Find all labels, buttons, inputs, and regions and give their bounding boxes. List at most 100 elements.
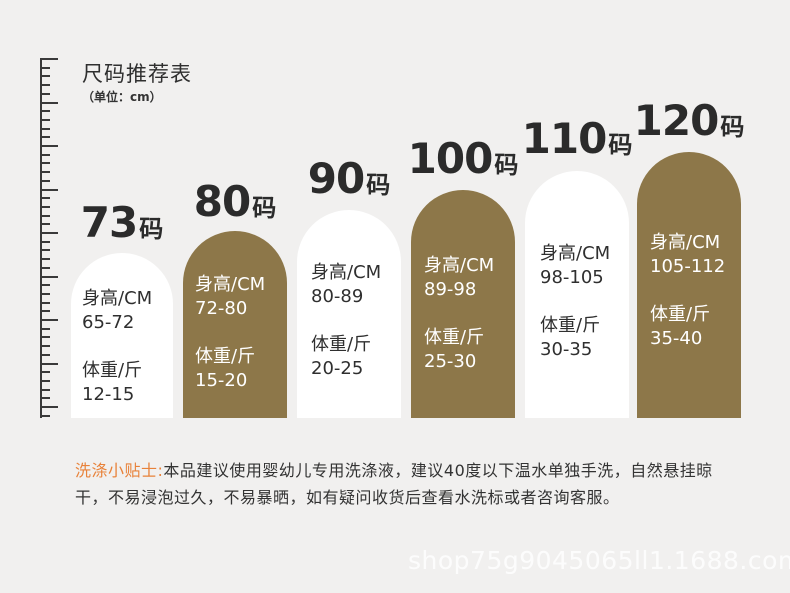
size-info-110: 身高/CM 98-105 体重/斤 30-35 — [540, 242, 610, 362]
weight-value: 25-30 — [424, 351, 477, 372]
ruler-tick — [40, 179, 50, 182]
size-column-73 — [71, 253, 173, 418]
ruler-tick — [40, 240, 50, 243]
size-label-100: 100码 — [405, 134, 521, 183]
ruler-tick — [40, 310, 50, 313]
ruler-tick — [40, 101, 58, 104]
ruler-tick — [40, 301, 50, 304]
height-value: 65-72 — [82, 312, 135, 333]
weight-label: 体重/斤 — [424, 327, 485, 348]
size-info-120: 身高/CM 105-112 体重/斤 35-40 — [650, 231, 725, 351]
height-label: 身高/CM — [540, 243, 611, 264]
ruler-tick — [40, 353, 50, 356]
size-number: 110 — [521, 114, 608, 163]
ruler-tick — [40, 336, 50, 339]
ruler-tick — [40, 371, 50, 374]
unit-note: （单位：cm） — [82, 90, 162, 104]
ruler-tick — [40, 327, 50, 330]
ruler-tick — [40, 84, 50, 87]
ruler-tick — [40, 406, 58, 408]
size-suffix: 码 — [252, 194, 277, 222]
size-suffix: 码 — [608, 131, 633, 159]
weight-value: 30-35 — [540, 339, 593, 360]
ruler-tick — [40, 110, 50, 113]
ruler-tick — [40, 345, 50, 348]
size-label-90: 90码 — [297, 154, 401, 203]
size-number: 80 — [193, 177, 251, 226]
weight-label: 体重/斤 — [82, 360, 143, 381]
tips-heading: 洗涤小贴士: — [75, 461, 164, 480]
ruler-tick — [40, 362, 58, 365]
height-label: 身高/CM — [650, 232, 721, 253]
ruler-tick — [40, 284, 50, 287]
size-suffix: 码 — [720, 113, 745, 141]
ruler-tick — [40, 292, 50, 295]
ruler-tick — [40, 232, 58, 234]
ruler-tick — [40, 275, 58, 278]
weight-label: 体重/斤 — [195, 346, 256, 367]
size-column-90 — [297, 210, 401, 418]
size-suffix: 码 — [494, 151, 519, 179]
weight-value: 20-25 — [311, 358, 364, 379]
size-label-120: 120码 — [631, 96, 747, 145]
height-value: 105-112 — [650, 256, 726, 277]
ruler-tick — [40, 214, 50, 217]
ruler-line — [40, 58, 42, 418]
ruler-tick — [40, 188, 58, 191]
size-info-100: 身高/CM 89-98 体重/斤 25-30 — [424, 254, 494, 374]
weight-value: 35-40 — [650, 328, 703, 349]
weight-label: 体重/斤 — [650, 304, 711, 325]
ruler-tick — [40, 162, 50, 165]
shop-watermark: shop75g9045065ll1.1688.com — [408, 546, 790, 575]
size-info-90: 身高/CM 80-89 体重/斤 20-25 — [311, 261, 381, 381]
size-label-110: 110码 — [519, 114, 635, 163]
ruler-tick — [40, 197, 50, 200]
size-number: 120 — [633, 96, 720, 145]
size-suffix: 码 — [139, 215, 164, 243]
ruler-tick — [40, 388, 50, 391]
height-value: 98-105 — [540, 267, 604, 288]
ruler-tick — [40, 414, 50, 417]
ruler-tick — [40, 136, 50, 139]
size-info-80: 身高/CM 72-80 体重/斤 15-20 — [195, 273, 265, 393]
height-value: 80-89 — [311, 286, 364, 307]
ruler-tick — [40, 205, 50, 208]
size-label-73: 73码 — [71, 198, 173, 247]
ruler-tick — [40, 258, 50, 261]
size-column-110 — [525, 171, 629, 418]
ruler-tick — [40, 153, 50, 156]
ruler-tick — [40, 92, 50, 95]
height-value: 72-80 — [195, 298, 248, 319]
size-number: 73 — [80, 198, 138, 247]
weight-value: 12-15 — [82, 384, 135, 405]
size-number: 90 — [307, 154, 365, 203]
ruler-tick — [40, 223, 50, 226]
ruler-tick — [40, 75, 50, 78]
height-label: 身高/CM — [195, 274, 266, 295]
weight-label: 体重/斤 — [311, 334, 372, 355]
ruler-tick — [40, 266, 50, 269]
size-column-120 — [637, 152, 741, 418]
height-value: 89-98 — [424, 279, 477, 300]
ruler-tick — [40, 319, 58, 321]
size-label-80: 80码 — [183, 177, 287, 226]
ruler-tick — [40, 397, 50, 400]
height-label: 身高/CM — [82, 288, 153, 309]
washing-tips: 洗涤小贴士:本品建议使用婴幼儿专用洗涤液，建议40度以下温水单独手洗，自然悬挂晾… — [75, 457, 735, 511]
size-info-73: 身高/CM 65-72 体重/斤 12-15 — [82, 287, 152, 407]
weight-label: 体重/斤 — [540, 315, 601, 336]
size-column-100 — [411, 190, 515, 418]
tips-body: 本品建议使用婴幼儿专用洗涤液，建议40度以下温水单独手洗，自然悬挂晾干，不易浸泡… — [75, 461, 713, 507]
ruler-tick — [40, 171, 50, 174]
size-suffix: 码 — [366, 171, 391, 199]
ruler-tick — [40, 249, 50, 252]
height-label: 身高/CM — [311, 262, 382, 283]
ruler-tick — [40, 379, 50, 382]
size-number: 100 — [407, 134, 494, 183]
size-column-80 — [183, 231, 287, 418]
weight-value: 15-20 — [195, 370, 248, 391]
ruler-decoration — [40, 58, 60, 418]
ruler-tick — [40, 145, 58, 147]
ruler-tick — [40, 118, 50, 121]
ruler-tick — [40, 127, 50, 130]
